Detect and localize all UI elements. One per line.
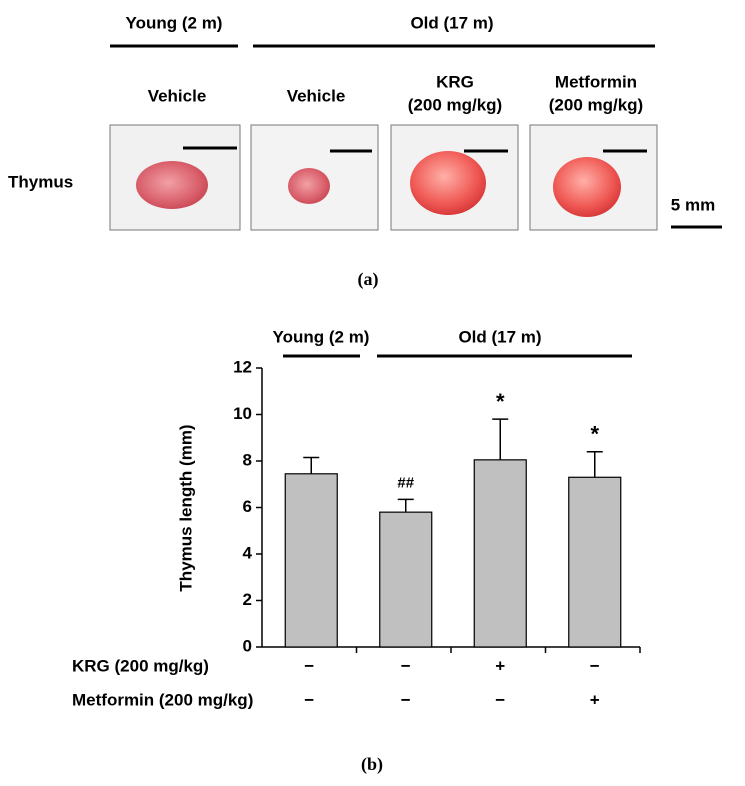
- column-label: Vehicle: [287, 86, 346, 105]
- panel-b: (b) Thymus length (mm) Young (2 m) Old (…: [72, 327, 641, 775]
- panel-label: (b): [361, 754, 383, 775]
- row-label: Thymus: [8, 172, 73, 191]
- treatment-sign: +: [495, 656, 505, 675]
- treatment-sign: +: [590, 690, 600, 709]
- scale-label: 5 mm: [671, 195, 715, 214]
- y-tick-label: 6: [243, 497, 252, 516]
- column-label: (200 mg/kg): [549, 95, 643, 114]
- bar: [379, 511, 433, 648]
- group-label: Young (2 m): [126, 13, 223, 32]
- column-label: Vehicle: [148, 86, 207, 105]
- y-axis-label: Thymus length (mm): [176, 424, 195, 591]
- group-label: Old (17 m): [458, 327, 541, 346]
- photos: [109, 124, 658, 231]
- tissue: [136, 161, 208, 209]
- panel-a: Young (2 m) Old (17 m) Vehicle Vehicle K…: [8, 13, 722, 290]
- treatment-sign: −: [304, 690, 314, 709]
- y-tick-label: 0: [243, 636, 252, 655]
- y-tick-label: 8: [243, 450, 252, 469]
- treatment-sign: −: [401, 656, 411, 675]
- y-tick-label: 4: [243, 543, 253, 562]
- column-label: KRG: [436, 72, 474, 91]
- significance-mark: *: [590, 422, 599, 447]
- tissue: [288, 168, 330, 204]
- y-tick-label: 12: [233, 357, 252, 376]
- significance-mark: ##: [397, 474, 414, 491]
- y-tick-label: 2: [243, 590, 252, 609]
- y-tick-label: 10: [233, 404, 252, 423]
- column-label: Metformin: [555, 72, 637, 91]
- group-label: Old (17 m): [410, 13, 493, 32]
- treatment-label: KRG (200 mg/kg): [72, 656, 209, 675]
- treatment-sign: −: [495, 690, 505, 709]
- group-label: Young (2 m): [273, 327, 370, 346]
- column-label: (200 mg/kg): [408, 95, 502, 114]
- treatment-label: Metformin (200 mg/kg): [72, 690, 253, 709]
- bar: [568, 476, 622, 648]
- tissue: [553, 157, 621, 217]
- bar: [473, 459, 527, 648]
- treatment-sign: −: [304, 656, 314, 675]
- bar: [284, 473, 338, 648]
- tissue: [410, 151, 486, 215]
- panel-label: (a): [358, 269, 379, 290]
- treatment-sign: −: [401, 690, 411, 709]
- significance-mark: *: [496, 389, 505, 414]
- treatment-sign: −: [590, 656, 600, 675]
